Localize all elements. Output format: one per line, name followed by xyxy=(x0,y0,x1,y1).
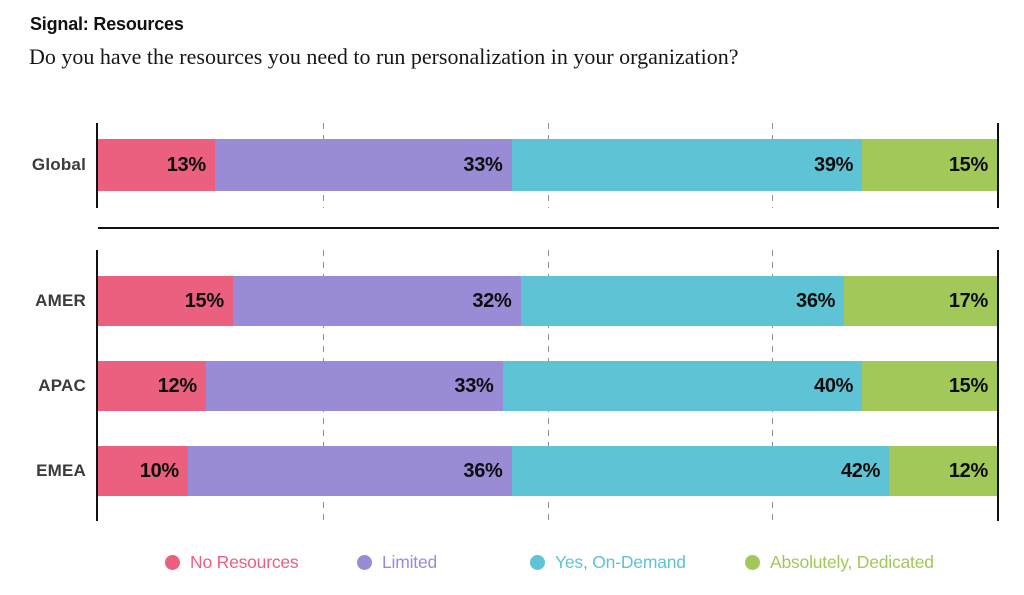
bar-value-label: 15% xyxy=(948,153,988,176)
bar-segment-limited: 33% xyxy=(205,361,503,411)
bar-value-label: 15% xyxy=(948,374,988,397)
bar-segment-absolutely-dedicated: 17% xyxy=(844,276,997,326)
chart-subtitle: Do you have the resources you need to ru… xyxy=(29,44,739,69)
chart-title: Signal: Resources xyxy=(30,14,184,34)
legend-dot-icon xyxy=(745,555,760,570)
bar-segment-no-resources: 15% xyxy=(98,276,233,326)
bar-row-emea: 10% 36% 42% 12% xyxy=(98,446,997,496)
legend-item-yes-on-demand: Yes, On-Demand xyxy=(530,552,686,573)
bar-value-label: 13% xyxy=(166,153,206,176)
legend-dot-icon xyxy=(357,555,372,570)
bar-segment-limited: 36% xyxy=(187,446,512,496)
axis-right-line xyxy=(997,250,999,521)
bar-value-label: 32% xyxy=(472,289,512,312)
legend-label: No Resources xyxy=(190,552,299,572)
bar-segment-yes-on-demand: 39% xyxy=(511,139,863,191)
legend-label: Absolutely, Dedicated xyxy=(770,552,934,572)
bar-segment-yes-on-demand: 36% xyxy=(520,276,845,326)
bar-row-amer: 15% 32% 36% 17% xyxy=(98,276,997,326)
row-label-emea: EMEA xyxy=(36,461,86,480)
group-separator-line xyxy=(98,227,999,229)
bar-segment-absolutely-dedicated: 15% xyxy=(862,139,997,191)
bar-value-label: 36% xyxy=(463,459,503,482)
legend-dot-icon xyxy=(530,555,545,570)
legend-label: Yes, On-Demand xyxy=(555,552,686,572)
row-label-global: Global xyxy=(31,155,86,174)
bar-value-label: 12% xyxy=(948,459,988,482)
bar-segment-absolutely-dedicated: 12% xyxy=(889,446,997,496)
legend-item-absolutely-dedicated: Absolutely, Dedicated xyxy=(745,552,934,573)
axis-left-line xyxy=(96,123,98,208)
axis-right-line xyxy=(997,123,999,208)
legend-dot-icon xyxy=(165,555,180,570)
bar-value-label: 15% xyxy=(184,289,224,312)
bar-segment-limited: 32% xyxy=(232,276,521,326)
bar-value-label: 40% xyxy=(814,374,854,397)
bar-segment-yes-on-demand: 40% xyxy=(502,361,863,411)
row-label-amer: AMER xyxy=(35,291,86,310)
bar-value-label: 10% xyxy=(139,459,179,482)
bar-value-label: 33% xyxy=(454,374,494,397)
bar-value-label: 39% xyxy=(814,153,854,176)
bar-segment-no-resources: 13% xyxy=(98,139,215,191)
legend-item-no-resources: No Resources xyxy=(165,552,299,573)
bar-segment-absolutely-dedicated: 15% xyxy=(862,361,997,411)
axis-left-line xyxy=(96,250,98,521)
legend-item-limited: Limited xyxy=(357,552,437,573)
bar-segment-no-resources: 12% xyxy=(98,361,206,411)
bar-value-label: 17% xyxy=(948,289,988,312)
bar-segment-yes-on-demand: 42% xyxy=(511,446,890,496)
bar-value-label: 36% xyxy=(796,289,836,312)
legend-label: Limited xyxy=(382,552,438,572)
bar-value-label: 12% xyxy=(157,374,197,397)
bar-value-label: 33% xyxy=(463,153,503,176)
bar-value-label: 42% xyxy=(840,459,881,482)
bar-row-apac: 12% 33% 40% 15% xyxy=(98,361,997,411)
bar-segment-limited: 33% xyxy=(214,139,512,191)
bar-segment-no-resources: 10% xyxy=(98,446,188,496)
bar-row-global: 13% 33% 39% 15% xyxy=(98,139,997,191)
row-label-apac: APAC xyxy=(38,376,86,395)
